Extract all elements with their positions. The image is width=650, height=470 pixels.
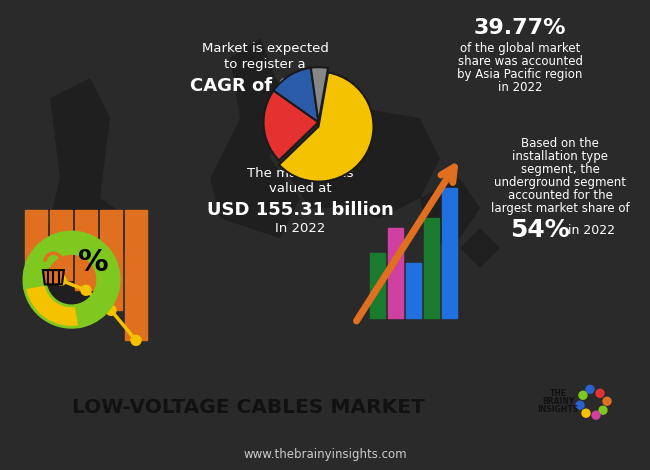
FancyArrowPatch shape [356,167,454,321]
Text: segment, the: segment, the [521,163,599,176]
Text: Based on the: Based on the [521,137,599,149]
Bar [370,253,385,318]
Text: share was accounted: share was accounted [458,55,582,68]
Polygon shape [420,178,480,248]
Wedge shape [311,67,328,122]
Text: in 2022: in 2022 [498,80,542,94]
Bar [50,210,72,280]
Bar [388,228,403,318]
Circle shape [576,401,584,409]
Text: USD 155.31 billion: USD 155.31 billion [207,201,393,219]
Text: CAGR of 6.47%: CAGR of 6.47% [190,77,341,95]
Text: to register a: to register a [224,57,306,70]
Circle shape [592,411,600,419]
Bar [100,210,122,310]
Circle shape [582,409,590,417]
Circle shape [599,406,607,414]
Circle shape [131,335,141,345]
Text: 54%: 54% [510,218,570,242]
Wedge shape [24,232,119,327]
Text: of the global market: of the global market [460,41,580,55]
Text: LOW-VOLTAGE CABLES MARKET: LOW-VOLTAGE CABLES MARKET [72,398,424,417]
Polygon shape [460,228,500,268]
Circle shape [596,389,604,397]
Polygon shape [290,108,440,218]
Text: installation type: installation type [512,149,608,163]
Text: BRAINY: BRAINY [542,397,574,406]
Text: largest market share of: largest market share of [491,202,629,215]
Circle shape [81,285,91,295]
Text: The market was: The market was [247,167,353,180]
Circle shape [586,385,594,393]
Wedge shape [279,72,374,181]
Bar [442,188,457,318]
Text: Market is expected: Market is expected [202,41,328,55]
Wedge shape [274,68,318,122]
Circle shape [31,260,41,270]
Circle shape [579,392,587,399]
Text: THE: THE [549,389,567,398]
Text: In 2022: In 2022 [275,222,325,235]
Circle shape [106,306,116,315]
Text: accounted for the: accounted for the [508,188,612,202]
Bar [424,218,439,318]
Polygon shape [210,38,300,238]
Text: INSIGHTS: INSIGHTS [538,405,578,414]
Bar [125,210,147,340]
Bar [75,210,97,290]
Text: www.thebrainyinsights.com: www.thebrainyinsights.com [243,447,407,461]
Polygon shape [43,270,64,284]
Text: underground segment: underground segment [494,176,626,188]
Text: valued at: valued at [268,182,332,195]
Circle shape [603,397,611,405]
Polygon shape [30,78,130,318]
Bar [406,263,421,318]
Text: in 2022: in 2022 [564,224,616,237]
Text: by Asia Pacific region: by Asia Pacific region [458,68,582,80]
Text: 39.77%: 39.77% [474,18,566,38]
Bar [25,210,47,265]
Text: %: % [77,249,109,277]
Wedge shape [25,284,80,327]
Circle shape [56,275,66,285]
Wedge shape [263,91,318,160]
